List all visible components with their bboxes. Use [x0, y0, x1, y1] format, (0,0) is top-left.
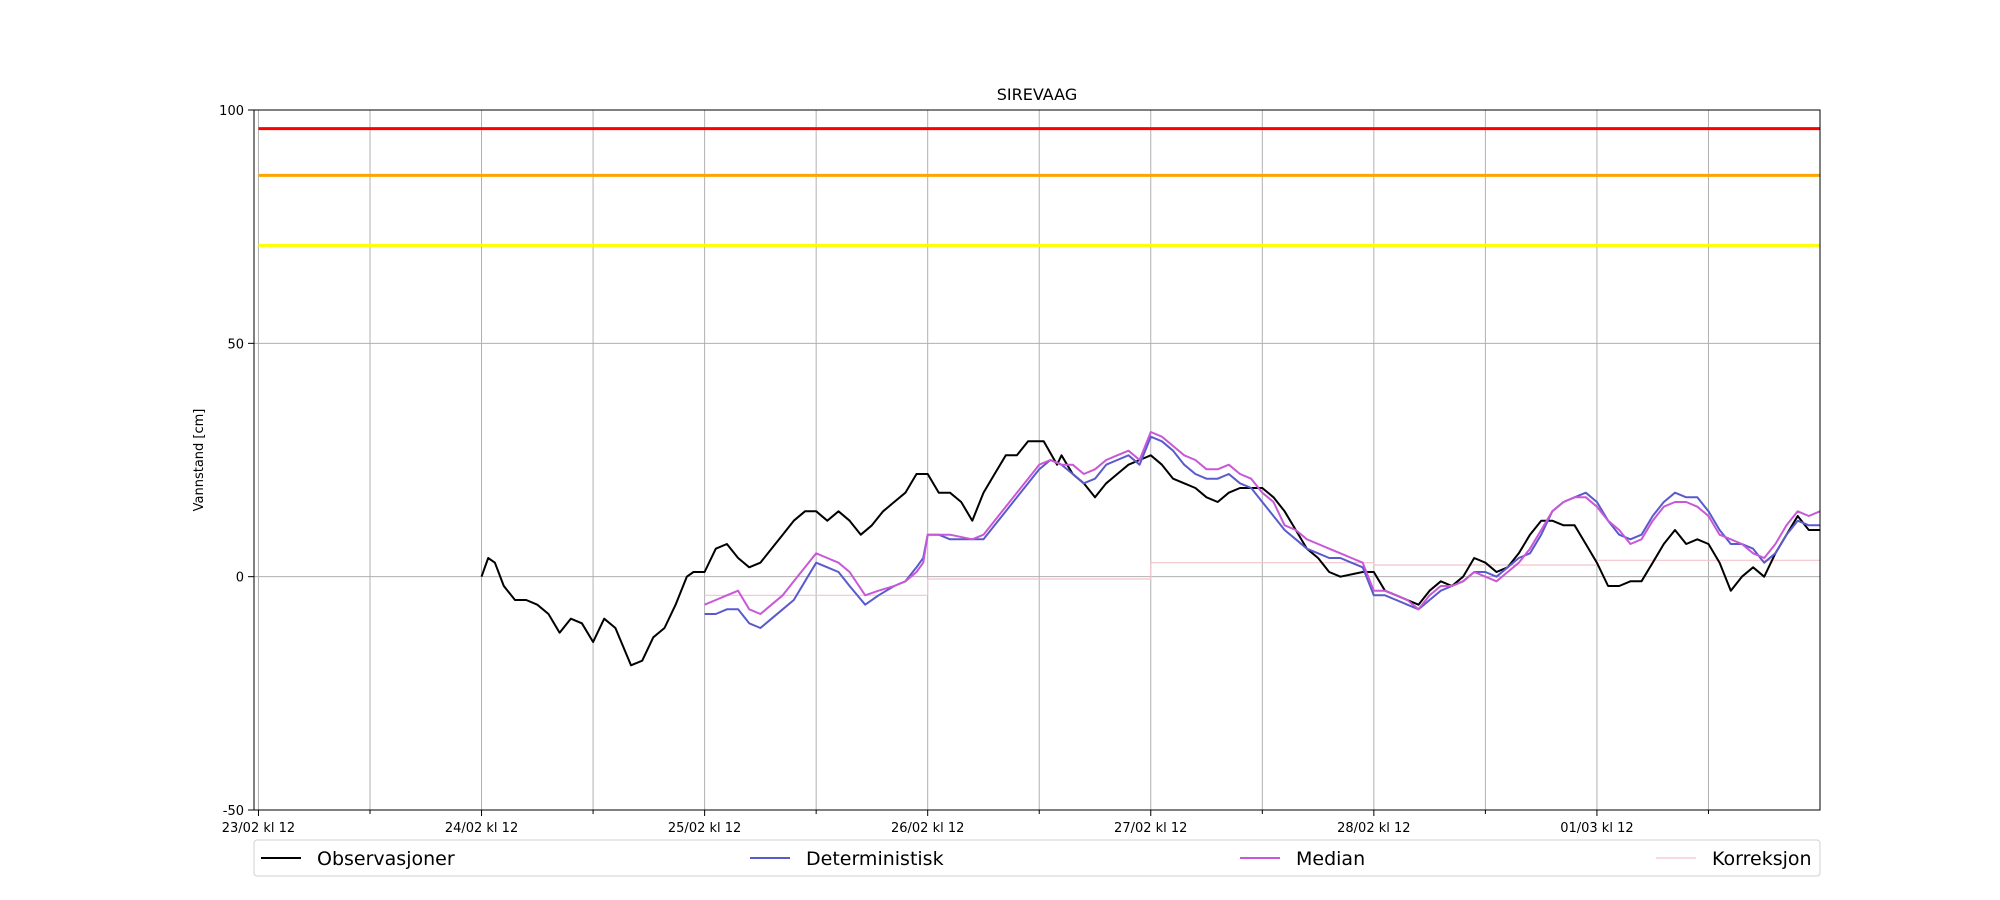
- axis-ticks: 23/02 kl 12 24/02 kl 12 25/02 kl 12 26/02 k…: [219, 104, 1709, 836]
- x-tick-label: 01/03 kl 12: [1560, 821, 1633, 836]
- x-tick-label: 26/02 kl 12: [891, 821, 964, 836]
- series-lines: [480, 431, 1821, 667]
- legend-label: Median: [1296, 848, 1365, 870]
- y-axis-label: Vannstand [cm]: [192, 409, 207, 512]
- series-line-observasjoner: [480, 440, 1820, 667]
- y-tick-label: -50: [223, 804, 244, 819]
- legend-frame: [253, 839, 1821, 877]
- y-tick-label: 50: [227, 337, 244, 352]
- x-tick-label: 28/02 kl 12: [1337, 821, 1410, 836]
- threshold-lines: [258, 127, 1820, 247]
- x-tick-label: 25/02 kl 12: [668, 821, 741, 836]
- chart-title: SIREVAAG: [997, 85, 1077, 104]
- legend-label: Korreksjon: [1712, 848, 1812, 870]
- series-line-median: [704, 431, 1821, 615]
- legend-label: Deterministisk: [806, 848, 944, 870]
- x-tick-label: 27/02 kl 12: [1114, 821, 1187, 836]
- legend-label: Observasjoner: [317, 848, 455, 870]
- x-tick-label: 24/02 kl 12: [445, 821, 518, 836]
- legend: Observasjoner Deterministisk Median Korreks…: [253, 839, 1821, 877]
- plot-frame: [253, 109, 1821, 811]
- y-tick-label: 100: [219, 104, 244, 119]
- x-tick-label: 23/02 kl 12: [222, 821, 295, 836]
- y-tick-label: 0: [236, 571, 244, 586]
